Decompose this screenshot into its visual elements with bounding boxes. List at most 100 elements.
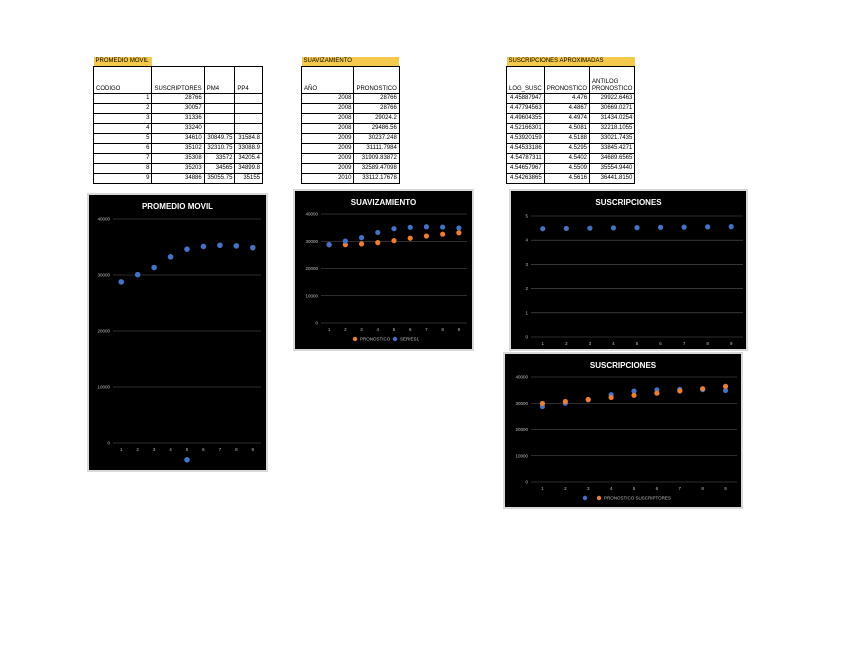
- legend-label: PRONOSTICO: [360, 337, 391, 342]
- data-point: [563, 225, 569, 232]
- table-cell: 31584.8: [234, 133, 263, 144]
- suscripciones-chart: SUSCRIPCIONES 0 1 2 3 4 5 1 2 3 4 5 6 7 8 9: [509, 189, 748, 351]
- chart-title: PROMEDIO MOVIL: [142, 202, 213, 211]
- table-cell: 33112.17678: [353, 173, 400, 184]
- table-row: 4.53920159 4.5188 33021.7435: [506, 133, 636, 144]
- y-tick-label: 0: [525, 335, 528, 340]
- table-cell: 2010: [300, 173, 355, 184]
- y-tick-label: 4: [525, 238, 528, 243]
- x-tick-label: 9: [252, 447, 255, 452]
- data-point: [705, 224, 711, 230]
- table-cell: 30669.0271: [589, 103, 636, 114]
- table-cell: 32589.47098: [353, 163, 400, 174]
- data-point: [217, 242, 223, 249]
- table-cell: 4.4974: [543, 113, 591, 124]
- table-row: 2010 33112.17678: [300, 173, 400, 184]
- table-title: PROMEDIO MOVIL: [93, 57, 152, 67]
- table-cell: 4.4867: [543, 103, 591, 114]
- x-tick-label: 1: [328, 327, 331, 332]
- table-cell: [203, 113, 236, 124]
- table-row: 2009 31909.83872: [300, 153, 400, 164]
- table-row: 4.54787311 4.5402 34689.6565: [506, 153, 636, 164]
- table-cell: [234, 113, 263, 124]
- data-point: [654, 390, 660, 396]
- table-cell: 29486.56: [353, 123, 400, 134]
- x-tick-label: 9: [458, 327, 461, 332]
- table-row: 4.54263865 4.5616 36441.8150: [506, 173, 636, 184]
- table-cell: 36441.8150: [589, 173, 636, 184]
- table-row: 3 31336: [92, 113, 263, 124]
- data-point: [722, 383, 729, 389]
- x-tick-label: 3: [587, 486, 590, 491]
- table-cell: 31336: [151, 113, 205, 124]
- table-cell: 35102: [151, 143, 205, 154]
- table-cell: [203, 93, 236, 104]
- data-point: [700, 386, 706, 392]
- y-tick-label: 30000: [97, 273, 110, 278]
- data-point: [167, 254, 174, 260]
- y-tick-label: 0: [107, 441, 110, 446]
- table-row: 4.49604355 4.4974 31434.0254: [506, 113, 636, 124]
- table-cell: 4.52166301: [506, 123, 545, 134]
- table-cell: 28766: [353, 93, 400, 104]
- legend-marker: [392, 336, 398, 342]
- table-cell: 31111.7984: [353, 143, 400, 154]
- y-tick-label: 0: [525, 480, 528, 485]
- column-header: AÑO: [300, 66, 355, 94]
- table-cell: 4.5402: [543, 153, 591, 164]
- table-cell: 2008: [300, 113, 355, 124]
- x-tick-label: 6: [409, 327, 412, 332]
- table-cell: 34689.6565: [589, 153, 636, 164]
- table-cell: 28766: [151, 93, 205, 104]
- x-tick-label: 4: [612, 341, 615, 346]
- y-tick-label: 20000: [305, 266, 318, 271]
- data-point: [631, 388, 637, 394]
- table-row: 4 33240: [92, 123, 263, 134]
- data-point: [184, 246, 190, 252]
- data-point: [391, 238, 397, 244]
- table-row: 9 34886 35055.75 35155: [92, 173, 263, 184]
- table-row: 2008 29024.2: [300, 113, 400, 124]
- data-point: [722, 387, 729, 394]
- data-point: [681, 224, 687, 230]
- suavizamiento-table: SUAVIZAMIENTO AÑO PRONOSTICO 2008 28766 2008…: [300, 57, 400, 184]
- table-cell: 4.54787311: [506, 153, 545, 164]
- data-point: [249, 244, 256, 251]
- table-cell: 4.53920159: [506, 133, 545, 144]
- table-cell: 4.54657967: [506, 163, 545, 174]
- legend-marker: [582, 495, 588, 501]
- table-cell: [234, 93, 263, 104]
- data-point: [391, 226, 397, 232]
- x-tick-label: 7: [425, 327, 428, 332]
- table-cell: 30849.75: [203, 133, 236, 144]
- table-cell: 34565: [203, 163, 236, 174]
- table-cell: 30237.248: [353, 133, 400, 144]
- legend-marker: [596, 495, 602, 501]
- y-tick-label: 3: [525, 262, 528, 267]
- column-header: PM4: [203, 66, 236, 94]
- table-cell: 4.49604355: [506, 113, 545, 124]
- suscripciones-pronostico-chart: SUSCRIPCIONES 0 10000 20000 30000 40000 1 2 3 4 5 6…: [503, 352, 743, 509]
- promedio-movil-plot: PROMEDIO MOVIL 0 10000 20000 30000 40000 1 2 3 4 5…: [97, 202, 261, 463]
- x-tick-label: 9: [730, 341, 733, 346]
- column-header: PRONOSTICO: [353, 66, 400, 94]
- table-cell: 4.5616: [543, 173, 591, 184]
- data-point: [326, 242, 332, 248]
- data-point: [587, 225, 593, 231]
- data-point: [342, 238, 348, 244]
- data-point: [634, 225, 640, 231]
- table-row: 2009 30237.248: [300, 133, 400, 144]
- table-cell: 32218.1055: [589, 123, 636, 134]
- table-cell: 4.476: [543, 93, 591, 104]
- suscripciones-pronostico-plot: SUSCRIPCIONES 0 10000 20000 30000 40000 1 2 3 4 5 6…: [515, 361, 737, 501]
- table-row: 6 35102 32310.75 33088.9: [92, 143, 263, 154]
- table-cell: [234, 103, 263, 114]
- table-cell: 35155: [234, 173, 263, 184]
- table-cell: 4.45887947: [506, 93, 545, 104]
- table-row: 7 35308 33572 34205.4: [92, 153, 263, 164]
- x-tick-label: 6: [202, 447, 205, 452]
- x-tick-label: 8: [701, 486, 704, 491]
- table-cell: 4.54533186: [506, 143, 545, 154]
- table-cell: [203, 103, 236, 114]
- x-tick-label: 5: [636, 341, 639, 346]
